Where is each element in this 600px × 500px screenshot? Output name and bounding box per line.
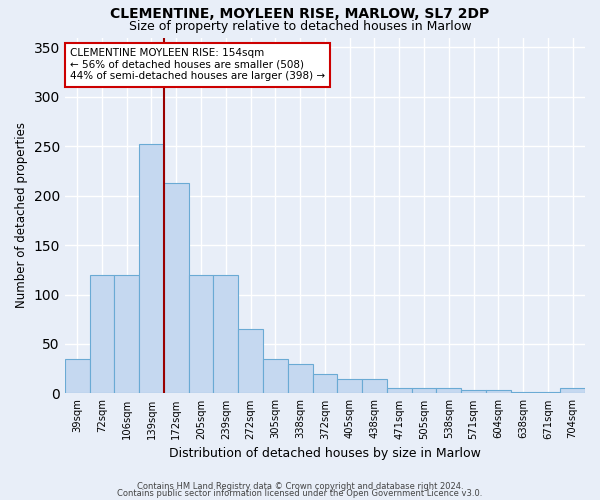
Bar bbox=[313, 374, 337, 394]
Bar bbox=[412, 388, 436, 394]
Bar bbox=[288, 364, 313, 394]
Bar bbox=[238, 329, 263, 394]
Bar bbox=[486, 390, 511, 394]
Bar bbox=[461, 390, 486, 394]
Text: Size of property relative to detached houses in Marlow: Size of property relative to detached ho… bbox=[128, 20, 472, 33]
Bar bbox=[164, 183, 188, 394]
Bar bbox=[65, 359, 89, 394]
Bar bbox=[139, 144, 164, 394]
Bar bbox=[387, 388, 412, 394]
Bar bbox=[89, 275, 115, 394]
Y-axis label: Number of detached properties: Number of detached properties bbox=[15, 122, 28, 308]
Text: Contains HM Land Registry data © Crown copyright and database right 2024.: Contains HM Land Registry data © Crown c… bbox=[137, 482, 463, 491]
Bar bbox=[214, 275, 238, 394]
Bar bbox=[362, 378, 387, 394]
Bar bbox=[188, 275, 214, 394]
Bar bbox=[115, 275, 139, 394]
Text: Contains public sector information licensed under the Open Government Licence v3: Contains public sector information licen… bbox=[118, 490, 482, 498]
Text: CLEMENTINE MOYLEEN RISE: 154sqm
← 56% of detached houses are smaller (508)
44% o: CLEMENTINE MOYLEEN RISE: 154sqm ← 56% of… bbox=[70, 48, 325, 82]
Bar bbox=[263, 359, 288, 394]
Bar bbox=[560, 388, 585, 394]
Text: CLEMENTINE, MOYLEEN RISE, MARLOW, SL7 2DP: CLEMENTINE, MOYLEEN RISE, MARLOW, SL7 2D… bbox=[110, 8, 490, 22]
Bar bbox=[535, 392, 560, 394]
Bar bbox=[511, 392, 535, 394]
Bar bbox=[436, 388, 461, 394]
X-axis label: Distribution of detached houses by size in Marlow: Distribution of detached houses by size … bbox=[169, 447, 481, 460]
Bar bbox=[337, 378, 362, 394]
